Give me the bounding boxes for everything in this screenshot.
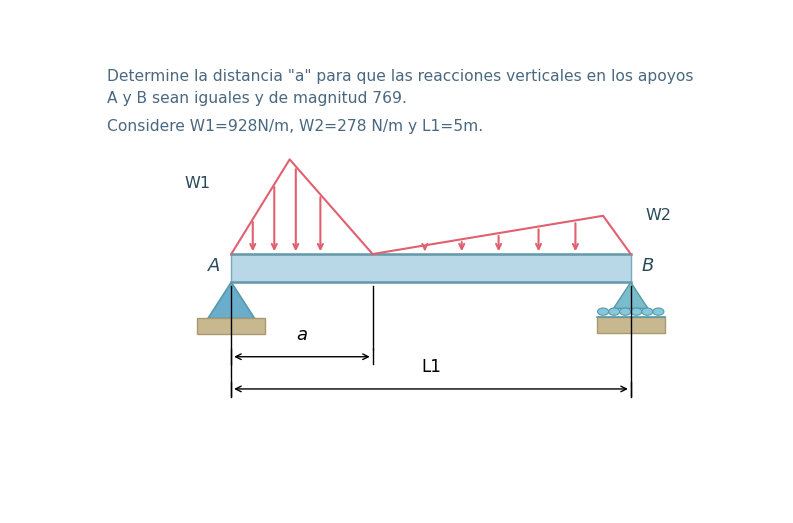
Circle shape (598, 308, 608, 315)
Text: Determine la distancia "a" para que las reacciones verticales en los apoyos: Determine la distancia "a" para que las … (107, 69, 694, 84)
Circle shape (608, 308, 619, 315)
Text: $a$: $a$ (296, 326, 308, 344)
Circle shape (653, 308, 664, 315)
Text: A: A (208, 257, 220, 275)
Polygon shape (208, 282, 255, 319)
Circle shape (630, 308, 642, 315)
FancyBboxPatch shape (197, 319, 265, 334)
Text: W2: W2 (646, 208, 672, 223)
Text: L1: L1 (421, 358, 441, 376)
Circle shape (642, 308, 653, 315)
Text: Considere W1=928N/m, W2=278 N/m y L1=5m.: Considere W1=928N/m, W2=278 N/m y L1=5m. (107, 119, 483, 134)
Circle shape (619, 308, 630, 315)
FancyBboxPatch shape (597, 317, 665, 333)
Text: A y B sean iguales y de magnitud 769.: A y B sean iguales y de magnitud 769. (107, 91, 407, 106)
Polygon shape (614, 282, 648, 309)
Text: B: B (642, 257, 654, 275)
Text: W1: W1 (185, 176, 210, 191)
FancyBboxPatch shape (232, 254, 630, 282)
